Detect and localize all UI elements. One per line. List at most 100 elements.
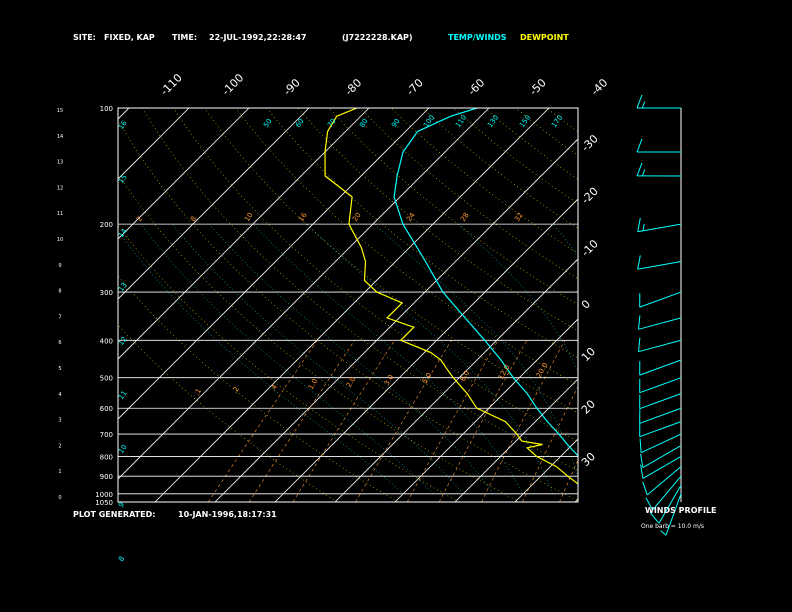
dry-adiabat-line [204,108,578,414]
temperature-curve [393,108,578,457]
theta-label-row: 2 [135,215,144,223]
dry-adiabat-line [118,173,520,502]
pressure-label: 1000 [95,491,113,499]
theta-label-left: 14 [117,227,129,239]
wind-barb-shaft [639,421,682,438]
dry-adiabat-line [609,108,792,502]
theta-label-row: 20 [351,211,363,223]
dry-adiabat-line [421,108,578,229]
isotherm-label-top: -60 [465,76,487,98]
winds-profile-note: One barb = 10.0 m/s [641,523,704,530]
height-km-label: 1 [58,469,61,475]
mixing-ratio-line [355,340,452,502]
isotherm-label-top: -40 [588,76,610,98]
isotherm-label-right: 30 [579,450,598,469]
wind-barb-shaft [638,317,682,330]
mixing-ratio-line [248,340,355,502]
mixing-ratio-line [208,340,318,502]
wind-barb-flag [645,497,654,511]
isotherm-line [154,108,550,502]
wind-barb-flag [640,464,644,479]
theta-label-left: 12 [117,335,129,347]
wind-barb-flag [636,162,643,177]
isotherm-line [118,108,130,120]
theta-label-left: 15 [117,173,129,185]
wind-barb-flag [638,315,641,330]
isotherm-line [274,198,578,502]
isotherm-label-right: -30 [579,132,601,154]
pressure-label: 700 [100,431,113,439]
mixing-ratio-label: 20.0 [535,361,550,379]
height-km-label: 2 [58,443,61,449]
mixing-ratio-label: 8.0 [459,369,471,383]
moist-adiabat-line [140,223,434,495]
theta-label-left: 10 [117,443,129,455]
moist-adiabat-line [373,223,578,478]
mixing-ratio-line [559,459,578,502]
wind-barb-shaft [639,291,682,308]
wind-barb-flag [637,255,641,270]
winds-profile [636,94,682,536]
pressure-label: 200 [100,221,113,229]
dry-adiabat-line [359,108,578,280]
moist-adiabat-line [208,223,494,494]
plot-generated-label: PLOT GENERATED: [73,510,155,519]
height-km-label: 15 [57,108,63,114]
height-km-label: 5 [58,366,61,372]
height-km-label: 9 [58,263,61,269]
dry-adiabat-line [390,108,578,254]
moist-adiabat-line [252,223,524,494]
dry-adiabat-line [118,324,338,502]
wind-barb-shaft [639,359,682,376]
height-km-label: 6 [58,340,61,346]
isotherm-line [118,108,490,480]
dry-adiabat-line [764,108,792,502]
height-km-label: 7 [58,314,61,320]
wind-barb-shaft [639,377,682,394]
wind-barb-shaft [639,407,682,424]
isotherm-line [0,108,9,502]
dry-adiabat-line [173,108,578,442]
wind-barb-flag [641,101,646,109]
dry-adiabat-line [453,108,578,205]
height-km-label: 8 [58,289,61,295]
pressure-label: 800 [100,453,113,461]
moist-adiabat-line [118,230,404,495]
pressure-label: 100 [100,105,113,113]
isotherm-line [574,498,578,502]
wind-barb-shaft [637,261,682,270]
dry-adiabat-line [671,108,792,502]
isotherm-label-right: -10 [579,237,601,259]
theta-label-row: 32 [513,211,525,223]
isotherm-line [118,108,370,360]
dry-adiabat-line [297,108,578,332]
height-km-label: 11 [57,211,63,217]
isotherm-line [118,108,190,180]
height-km-label: 4 [58,392,61,398]
wind-barb-shaft [652,475,682,511]
dewpoint-curve [324,108,578,485]
isobars [118,223,578,495]
theta-label-row: 8 [189,215,198,223]
isotherm-label-top: -70 [404,76,426,98]
dry-adiabat-line [118,225,459,502]
time-value: 22-JUL-1992,22:28:47 [209,33,306,42]
theta-label-left: 11 [117,389,129,401]
isotherm-line [755,108,792,502]
isotherm-line [334,258,578,502]
theta-label-left: 9 [117,501,126,509]
isotherm-label-right: 20 [579,398,598,417]
wind-barb-shaft [637,223,682,233]
mixing-ratio-line [522,385,578,502]
isotherm-line [118,108,250,240]
mixing-ratio-label: .4 [269,383,280,393]
wind-barb-flag [640,453,644,468]
theta-label-left: 16 [117,119,129,131]
skewt-background-lines [0,108,792,502]
isotherm-line [118,108,310,300]
height-km-label: 13 [57,160,63,166]
site-label: SITE: [73,33,96,42]
dry-adiabat-line [515,108,578,156]
wind-barb-shaft [638,339,682,353]
